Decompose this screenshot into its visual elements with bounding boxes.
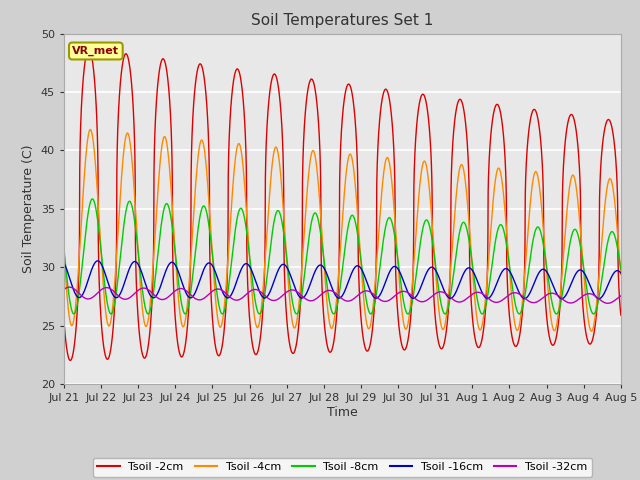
- Tsoil -4cm: [161, 134, 168, 140]
- Tsoil -16cm: [617, 270, 625, 276]
- Tsoil -4cm: [499, 185, 507, 191]
- Tsoil -16cm: [161, 273, 168, 278]
- Tsoil -8cm: [322, 272, 330, 277]
- Tsoil -4cm: [60, 248, 68, 254]
- Tsoil -32cm: [467, 292, 475, 298]
- Tsoil -2cm: [60, 318, 68, 324]
- Tsoil -16cm: [467, 266, 475, 272]
- Tsoil -32cm: [436, 289, 444, 295]
- Tsoil -32cm: [65, 284, 73, 290]
- Tsoil -32cm: [60, 287, 68, 292]
- Tsoil -8cm: [330, 311, 337, 317]
- Line: Tsoil -8cm: Tsoil -8cm: [64, 199, 621, 314]
- Tsoil -4cm: [436, 319, 444, 325]
- Tsoil -8cm: [499, 225, 507, 231]
- Tsoil -2cm: [468, 301, 476, 307]
- Tsoil -16cm: [436, 278, 444, 284]
- Line: Tsoil -2cm: Tsoil -2cm: [64, 48, 621, 360]
- Tsoil -16cm: [322, 268, 330, 274]
- Tsoil -2cm: [85, 46, 93, 51]
- Title: Soil Temperatures Set 1: Soil Temperatures Set 1: [252, 13, 433, 28]
- Tsoil -2cm: [436, 345, 444, 351]
- Tsoil -8cm: [616, 263, 624, 268]
- X-axis label: Time: Time: [327, 406, 358, 419]
- Tsoil -8cm: [161, 205, 168, 211]
- Tsoil -32cm: [616, 293, 624, 299]
- Line: Tsoil -32cm: Tsoil -32cm: [64, 287, 621, 303]
- Legend: Tsoil -2cm, Tsoil -4cm, Tsoil -8cm, Tsoil -16cm, Tsoil -32cm: Tsoil -2cm, Tsoil -4cm, Tsoil -8cm, Tsoi…: [93, 457, 592, 477]
- Tsoil -16cm: [94, 258, 102, 264]
- Tsoil -32cm: [499, 297, 507, 302]
- Tsoil -4cm: [616, 265, 624, 271]
- Tsoil -8cm: [436, 298, 444, 304]
- Line: Tsoil -4cm: Tsoil -4cm: [64, 130, 621, 331]
- Tsoil -4cm: [467, 251, 475, 256]
- Tsoil -4cm: [588, 328, 595, 334]
- Tsoil -32cm: [617, 293, 625, 299]
- Tsoil -2cm: [617, 312, 625, 318]
- Tsoil -2cm: [161, 57, 168, 63]
- Tsoil -32cm: [322, 288, 330, 294]
- Tsoil -16cm: [499, 268, 507, 274]
- Line: Tsoil -16cm: Tsoil -16cm: [64, 261, 621, 299]
- Text: VR_met: VR_met: [72, 46, 119, 56]
- Tsoil -2cm: [322, 335, 330, 340]
- Tsoil -16cm: [595, 296, 603, 301]
- Tsoil -8cm: [60, 247, 68, 253]
- Tsoil -8cm: [88, 196, 96, 202]
- Tsoil -16cm: [616, 269, 624, 275]
- Tsoil -4cm: [86, 127, 94, 132]
- Tsoil -16cm: [60, 260, 68, 266]
- Tsoil -8cm: [468, 254, 476, 260]
- Tsoil -32cm: [161, 297, 168, 302]
- Tsoil -4cm: [322, 285, 330, 290]
- Tsoil -32cm: [604, 300, 612, 306]
- Tsoil -2cm: [499, 127, 507, 133]
- Y-axis label: Soil Temperature (C): Soil Temperature (C): [22, 144, 35, 273]
- Tsoil -8cm: [617, 266, 625, 272]
- Tsoil -2cm: [616, 306, 624, 312]
- Tsoil -2cm: [67, 358, 74, 363]
- Tsoil -4cm: [617, 272, 625, 277]
